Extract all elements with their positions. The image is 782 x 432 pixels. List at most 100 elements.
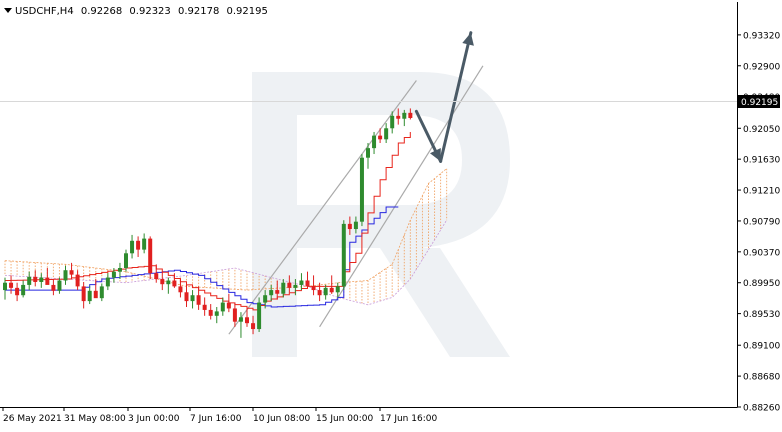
candle-body (190, 295, 195, 302)
forecast-arrows (414, 31, 474, 163)
candle-body (184, 292, 189, 302)
candle-body (275, 290, 280, 294)
candle-body (15, 287, 20, 296)
candle-body (142, 238, 147, 250)
candle-body (105, 277, 110, 287)
kijun-sen-line (5, 206, 399, 308)
candle-body (347, 223, 352, 230)
candle-body (87, 290, 92, 302)
candle-body (402, 112, 407, 119)
candle-body (396, 115, 401, 119)
candle-body (305, 280, 310, 287)
candle-body (178, 286, 183, 293)
candle-body (384, 128, 389, 140)
x-tick-label: 31 May 08:00 (64, 414, 126, 424)
candle-body (69, 270, 74, 275)
candle-body (238, 317, 243, 322)
candle-body (111, 271, 116, 278)
candle-body (51, 284, 56, 291)
candle-body (27, 276, 32, 285)
dropdown-triangle-icon[interactable] (4, 8, 12, 13)
y-tick-label: 0.89100 (743, 342, 780, 352)
header-high: 0.92323 (129, 6, 170, 17)
candle-body (335, 286, 340, 293)
candle-body (148, 238, 153, 274)
candle-body (317, 290, 322, 296)
candle-body (245, 317, 249, 324)
candle-body (226, 302, 231, 309)
candle-body (196, 295, 201, 305)
candle-body (33, 276, 38, 282)
header-low: 0.92178 (178, 6, 219, 17)
channel-upper-line[interactable] (228, 80, 417, 335)
candle-body (130, 240, 135, 254)
channel-lower-line[interactable] (319, 65, 484, 328)
candle-body (75, 274, 80, 287)
candle-body (136, 240, 141, 250)
candle-body (99, 286, 104, 299)
candle-body (166, 280, 171, 285)
price-channel (228, 65, 484, 335)
candle-body (353, 221, 358, 230)
header-symbol: USDCHF,H4 (15, 6, 74, 17)
x-tick-label: 7 Jun 16:00 (190, 414, 242, 424)
current-price-label: 0.92195 (738, 95, 780, 108)
y-tick-label: 0.91210 (743, 187, 780, 197)
candle-body (9, 282, 14, 288)
candle-body (232, 308, 237, 322)
candle-body (21, 284, 26, 296)
y-tick-label: 0.90370 (743, 248, 780, 258)
candle-body (287, 282, 292, 288)
chart-header: USDCHF,H4 0.92268 0.92323 0.92178 0.9219… (4, 6, 268, 17)
forecast-arrowhead (430, 148, 441, 162)
x-tick-label: 17 Jun 16:00 (380, 414, 437, 424)
candle-body (63, 270, 68, 281)
candle-body (269, 290, 274, 296)
y-tick-label: 0.92050 (743, 125, 780, 135)
candle-body (323, 287, 328, 296)
y-tick-label: 0.89950 (743, 279, 780, 289)
candle-body (39, 277, 44, 282)
candle-body (372, 135, 377, 149)
candle-body (281, 282, 286, 294)
y-tick-label: 0.88260 (743, 404, 780, 414)
y-axis: 0.933200.929000.924800.920500.916300.912… (737, 31, 780, 414)
candle-body (154, 273, 159, 280)
candle-body (263, 295, 268, 303)
forecast-arrow-line[interactable] (439, 31, 473, 163)
y-tick-label: 0.90790 (743, 217, 780, 227)
senkou-span-a (4, 168, 447, 291)
candles (3, 108, 413, 338)
svg-text:USDCHF,H4 0.92268: USDCHF,H4 0.92268 0.92323 0.92178 0.9219… (15, 6, 268, 17)
header-close: 0.92195 (227, 6, 268, 17)
current-price-value: 0.92195 (741, 98, 778, 108)
candle-body (117, 268, 122, 272)
candle-body (257, 302, 262, 330)
candle-body (81, 286, 86, 302)
candle-body (93, 290, 98, 299)
candle-body (378, 135, 383, 140)
candle-body (3, 282, 7, 291)
x-tick-label: 3 Jun 00:00 (128, 414, 180, 424)
header-open: 0.92268 (81, 6, 122, 17)
candle-body (124, 253, 128, 269)
candle-body (220, 302, 225, 312)
forecast-arrowhead (462, 32, 474, 46)
x-tick-label: 10 Jun 08:00 (253, 414, 310, 424)
candle-body (202, 304, 207, 310)
candle-body (57, 280, 62, 291)
candle-body (251, 323, 256, 330)
candle-body (160, 279, 165, 285)
y-tick-label: 0.89530 (743, 310, 780, 320)
y-tick-label: 0.93320 (743, 31, 780, 41)
candle-body (293, 284, 298, 288)
y-tick-label: 0.91630 (743, 156, 780, 166)
x-tick-label: 15 Jun 00:00 (316, 414, 373, 424)
candle-body (390, 115, 395, 129)
candle-body (359, 157, 364, 222)
y-tick-label: 0.88680 (743, 373, 780, 383)
candle-body (208, 309, 213, 316)
candle-body (299, 280, 304, 285)
